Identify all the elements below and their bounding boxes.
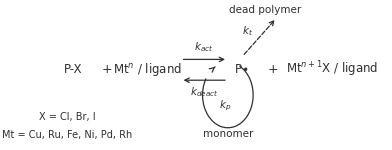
Text: P-X: P-X: [64, 63, 82, 76]
Text: +: +: [268, 63, 279, 76]
Text: P$\bullet$: P$\bullet$: [234, 63, 249, 76]
Text: +: +: [101, 63, 112, 76]
Text: $k_{p}$: $k_{p}$: [220, 98, 232, 113]
Text: monomer: monomer: [203, 129, 253, 139]
Text: X = Cl, Br, I: X = Cl, Br, I: [39, 112, 95, 122]
Text: $k$$_{deact}$: $k$$_{deact}$: [190, 85, 219, 99]
Text: $k$$_{act}$: $k$$_{act}$: [194, 41, 214, 54]
Text: dead polymer: dead polymer: [229, 5, 301, 15]
Text: Mt$^{n+1}$X / ligand: Mt$^{n+1}$X / ligand: [286, 59, 378, 79]
Text: $k_{t}$: $k_{t}$: [241, 24, 252, 38]
Text: Mt = Cu, Ru, Fe, Ni, Pd, Rh: Mt = Cu, Ru, Fe, Ni, Pd, Rh: [2, 130, 132, 140]
Text: Mt$^{n}$ / ligand: Mt$^{n}$ / ligand: [113, 61, 181, 78]
